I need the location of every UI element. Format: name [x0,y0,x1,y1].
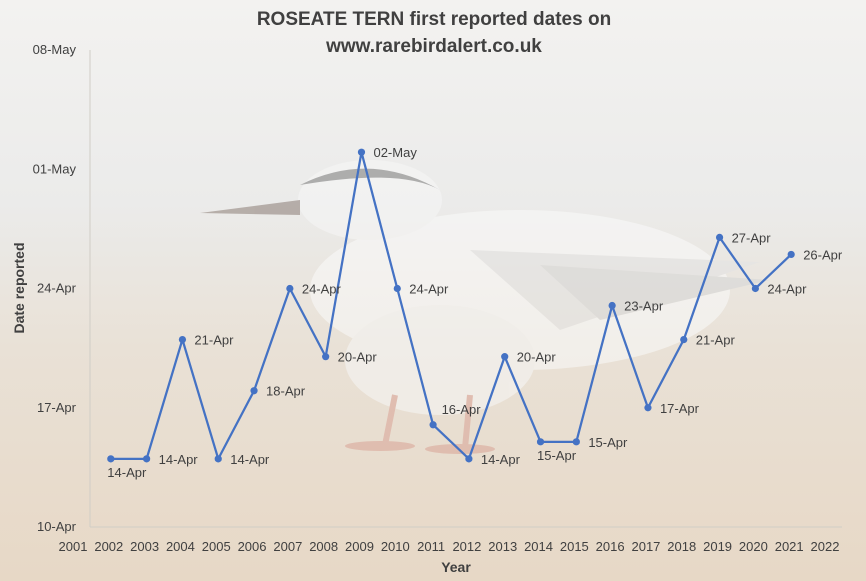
data-point [107,455,115,463]
x-tick-label: 2007 [273,539,302,554]
series-line [110,151,792,460]
series-group: 14-Apr 14-Apr 21-Apr 14-Apr 18-Apr 24-Apr 20-A… [107,145,843,480]
data-label: 20-Apr [338,350,378,365]
y-axis-title: Date reported [11,242,27,333]
y-tick-label: 01-May [33,161,77,176]
x-tick-label: 2016 [596,539,625,554]
x-tick-label: 2005 [202,539,231,554]
x-tick-label: 2012 [452,539,481,554]
data-label: 14-Apr [159,452,199,467]
x-tick-label: 2019 [703,539,732,554]
y-tick-label: 17-Apr [37,400,77,415]
data-point [787,250,795,259]
data-label: 14-Apr [107,465,147,480]
x-axis-ticks: 2001 2002 2003 2004 2005 2006 2007 2008 2009 2010… [59,539,840,554]
data-point [143,455,151,463]
x-tick-label: 2003 [130,539,159,554]
x-tick-label: 2021 [775,539,804,554]
x-tick-label: 2014 [524,539,553,554]
data-point [501,353,509,361]
tern-photo-background [200,160,770,454]
x-tick-label: 2004 [166,539,195,554]
data-label: 27-Apr [732,230,772,245]
data-label: 15-Apr [588,435,628,450]
data-point [644,404,652,412]
data-label: 24-Apr [767,282,807,297]
x-tick-label: 2015 [560,539,589,554]
x-tick-label: 2002 [94,539,123,554]
data-label: 24-Apr [302,282,342,297]
chart-title-line-2: www.rarebirdalert.co.uk [325,36,542,57]
x-axis-title: Year [441,559,471,575]
data-label: 21-Apr [194,333,234,348]
y-tick-label: 24-Apr [37,281,77,296]
data-point [751,284,759,293]
data-label: 18-Apr [266,384,306,399]
x-tick-label: 2020 [739,539,768,554]
y-tick-label: 08-May [33,42,77,57]
data-label: 21-Apr [696,333,736,348]
data-label: 14-Apr [481,452,521,467]
data-label: 14-Apr [230,452,270,467]
x-tick-label: 2009 [345,539,374,554]
data-point [322,353,330,361]
x-tick-label: 2011 [417,539,445,554]
data-point [429,421,437,429]
data-point [178,336,187,344]
data-point [536,438,545,446]
data-point [715,233,724,241]
data-point [680,336,688,344]
data-label: 17-Apr [660,401,700,416]
y-axis-ticks: 10-Apr 17-Apr 24-Apr 01-May 08-May [33,42,77,534]
data-point [214,455,222,463]
data-point [572,438,580,446]
x-tick-label: 2006 [238,539,267,554]
data-point [357,148,366,156]
x-tick-label: 2022 [811,539,840,554]
data-label: 15-Apr [537,448,577,463]
y-tick-label: 10-Apr [37,519,77,534]
data-label: 02-May [373,145,417,160]
data-point [286,284,294,293]
x-tick-label: 2008 [309,539,338,554]
x-tick-label: 2017 [631,539,660,554]
x-tick-label: 2018 [667,539,696,554]
data-label: 20-Apr [517,350,557,365]
data-label: 23-Apr [624,299,664,314]
x-tick-label: 2010 [381,539,410,554]
x-tick-label: 2013 [488,539,517,554]
chart-title-line-1: ROSEATE TERN first reported dates on [257,9,611,30]
data-label: 16-Apr [442,402,482,417]
x-tick-label: 2001 [59,539,88,554]
data-point [250,387,258,395]
data-point [608,301,616,310]
data-point [393,284,401,293]
data-label: 26-Apr [803,247,843,262]
data-label: 24-Apr [409,282,449,297]
data-point [465,455,473,463]
